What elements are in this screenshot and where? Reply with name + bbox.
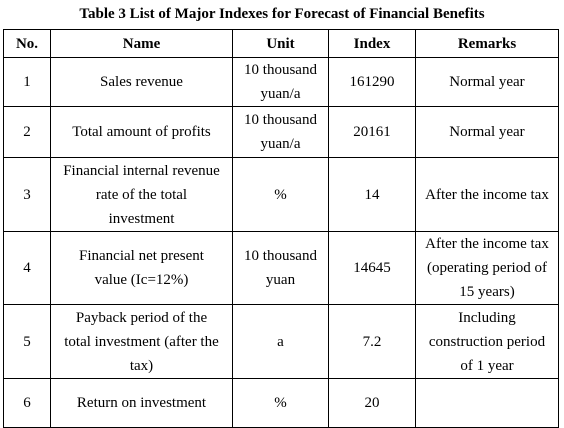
table-row: 3 Financial internal revenue rate of the… xyxy=(3,157,559,232)
cell-remarks xyxy=(415,378,559,428)
cell-remarks-line: Normal year xyxy=(449,124,525,140)
header-remarks: Remarks xyxy=(415,29,559,58)
header-unit: Unit xyxy=(232,29,329,58)
cell-unit-line: yuan/a xyxy=(260,136,301,152)
cell-index: 7.2 xyxy=(328,304,416,379)
cell-name-line: Payback period of the xyxy=(75,309,208,326)
cell-name: Payback period of the total investment (… xyxy=(50,304,233,379)
cell-unit-line: 10 thousand xyxy=(244,62,317,78)
cell-name-line: investment xyxy=(108,210,175,227)
header-no: No. xyxy=(3,29,51,58)
cell-unit-line: % xyxy=(274,186,287,203)
cell-index: 161290 xyxy=(328,57,416,107)
cell-remarks-line: (operating period of xyxy=(427,260,547,276)
cell-no: 6 xyxy=(3,378,51,428)
table-row: 2 Total amount of profits 10 thousand yu… xyxy=(3,106,559,158)
cell-name-line: Return on investment xyxy=(76,395,207,411)
cell-unit-line: a xyxy=(277,333,284,350)
cell-unit: % xyxy=(232,378,329,428)
cell-name-line: tax) xyxy=(129,357,154,374)
cell-name-line: Financial net present xyxy=(79,248,204,264)
cell-name: Financial net present value (Ic=12%) xyxy=(50,231,233,305)
cell-remarks: After the income tax xyxy=(415,157,559,232)
cell-unit-line: % xyxy=(274,395,287,411)
cell-name-line: value (Ic=12%) xyxy=(94,272,189,288)
cell-index: 20 xyxy=(328,378,416,428)
cell-unit: 10 thousand yuan xyxy=(232,231,329,305)
cell-name-line: total investment (after the xyxy=(64,333,219,350)
cell-remarks-line: After the income tax xyxy=(425,186,549,203)
cell-name: Financial internal revenue rate of the t… xyxy=(50,157,233,232)
cell-remarks: Normal year xyxy=(415,106,559,158)
cell-name: Total amount of profits xyxy=(50,106,233,158)
cell-unit-line: 10 thousand xyxy=(244,112,317,128)
cell-remarks: Including construction period of 1 year xyxy=(415,304,559,379)
cell-no: 1 xyxy=(3,57,51,107)
cell-remarks-line: Normal year xyxy=(449,74,525,90)
cell-unit-line: yuan xyxy=(265,272,296,288)
cell-remarks: After the income tax (operating period o… xyxy=(415,231,559,305)
cell-name-line: rate of the total xyxy=(95,186,188,203)
header-name: Name xyxy=(50,29,233,58)
cell-unit: % xyxy=(232,157,329,232)
cell-index: 14 xyxy=(328,157,416,232)
table-header-row: No. Name Unit Index Remarks xyxy=(3,29,559,58)
cell-unit: 10 thousand yuan/a xyxy=(232,106,329,158)
header-index: Index xyxy=(328,29,416,58)
table-row: 5 Payback period of the total investment… xyxy=(3,304,559,379)
cell-index: 14645 xyxy=(328,231,416,305)
cell-remarks-line: After the income tax xyxy=(425,236,549,252)
cell-no: 3 xyxy=(3,157,51,232)
table-row: 6 Return on investment % 20 xyxy=(3,378,559,428)
cell-remarks: Normal year xyxy=(415,57,559,107)
cell-unit-line: 10 thousand xyxy=(244,248,317,264)
cell-unit: 10 thousand yuan/a xyxy=(232,57,329,107)
cell-index: 20161 xyxy=(328,106,416,158)
cell-no: 2 xyxy=(3,106,51,158)
cell-no: 4 xyxy=(3,231,51,305)
cell-remarks-line: Including xyxy=(458,309,516,326)
cell-name-line: Sales revenue xyxy=(100,74,183,90)
cell-name: Sales revenue xyxy=(50,57,233,107)
cell-remarks-line: of 1 year xyxy=(460,357,514,374)
cell-unit: a xyxy=(232,304,329,379)
cell-remarks-line: 15 years) xyxy=(459,284,515,300)
cell-no: 5 xyxy=(3,304,51,379)
table-row: 4 Financial net present value (Ic=12%) 1… xyxy=(3,231,559,305)
cell-remarks-line: construction period xyxy=(428,333,546,350)
cell-name-line: Financial internal revenue xyxy=(63,162,220,179)
cell-name-line: Total amount of profits xyxy=(72,124,211,140)
cell-unit-line: yuan/a xyxy=(260,86,301,102)
cell-name: Return on investment xyxy=(50,378,233,428)
table-title: Table 3 List of Major Indexes for Foreca… xyxy=(79,6,485,22)
financial-benefits-table: No. Name Unit Index Remarks 1 Sales reve… xyxy=(3,29,559,428)
table-row: 1 Sales revenue 10 thousand yuan/a 16129… xyxy=(3,57,559,107)
